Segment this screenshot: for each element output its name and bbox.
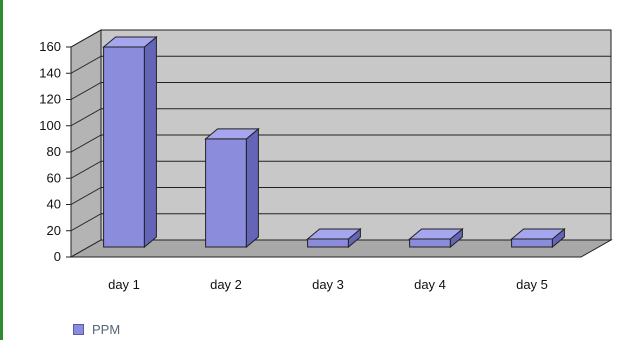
- y-tick-label: 80: [47, 144, 61, 159]
- bar-top: [102, 36, 158, 48]
- y-tick-label: 140: [39, 65, 61, 80]
- y-tick-label: 160: [39, 39, 61, 54]
- x-tick-label: day 4: [414, 277, 446, 292]
- bar-top: [204, 128, 260, 140]
- gridline-side: [70, 160, 102, 179]
- y-tick-label: 120: [39, 92, 61, 107]
- y-tick-label: 40: [47, 197, 61, 212]
- bar: [307, 238, 349, 248]
- gridline-side: [70, 29, 102, 48]
- legend: PPM: [73, 322, 120, 337]
- gridline-side: [70, 55, 102, 74]
- y-tick-label: 0: [54, 249, 61, 264]
- bar-chart: 0 20 40 60 80 100 120 140 160 day 1 day 2 day 3 day …: [39, 29, 613, 292]
- bar: [205, 138, 247, 248]
- bar-top: [408, 228, 464, 240]
- bar: [409, 238, 451, 248]
- x-tick-label: day 1: [108, 277, 140, 292]
- gridline-side: [70, 213, 102, 232]
- gridline-side: [70, 187, 102, 205]
- bar: [103, 46, 145, 248]
- y-tick-label: 100: [39, 118, 61, 133]
- bar-side: [245, 127, 259, 249]
- y-tick-label: 20: [47, 223, 61, 238]
- gridline-side: [70, 82, 102, 100]
- legend-swatch-ppm: [73, 324, 84, 335]
- y-tick-label: 60: [47, 170, 61, 185]
- x-tick-label: day 3: [312, 277, 344, 292]
- bar-side: [143, 35, 157, 249]
- bar-top: [510, 228, 566, 240]
- legend-label-ppm: PPM: [92, 322, 121, 337]
- bar: [511, 238, 553, 248]
- x-tick-label: day 2: [210, 277, 242, 292]
- gridline-side: [70, 134, 102, 153]
- gridline-side: [70, 108, 102, 127]
- x-tick-label: day 5: [516, 277, 548, 292]
- bar-top: [306, 228, 362, 240]
